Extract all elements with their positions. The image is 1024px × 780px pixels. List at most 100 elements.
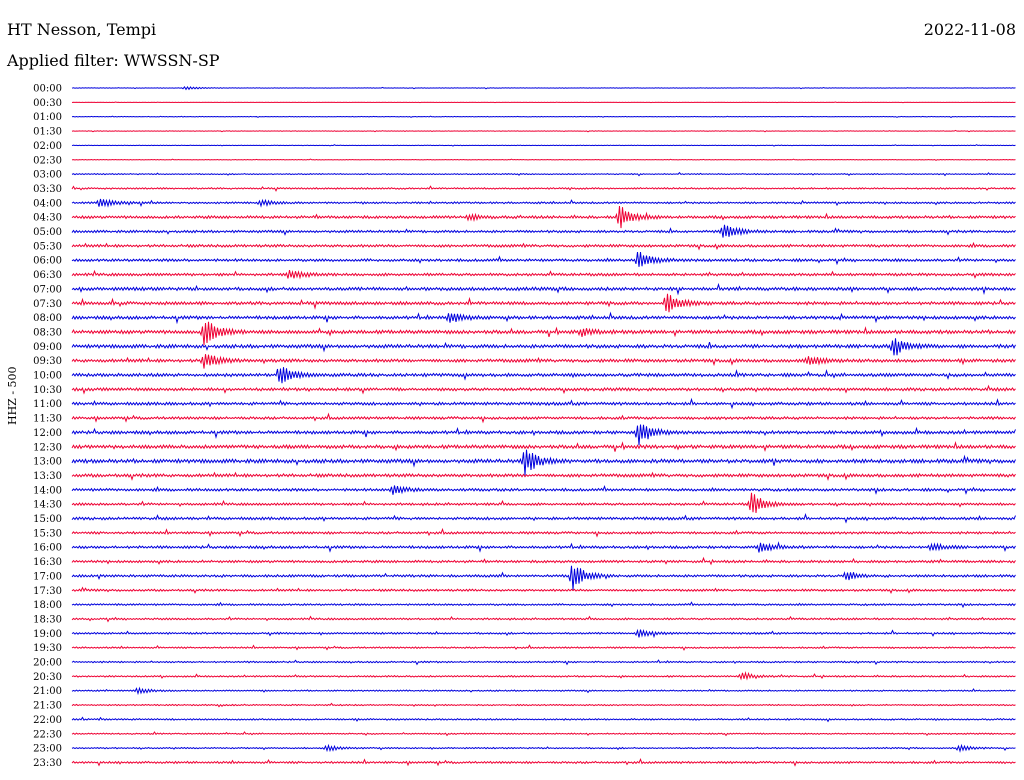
trace-0500 [71, 224, 1016, 238]
trace-1000 [71, 367, 1016, 384]
time-label: 19:30 [33, 643, 62, 654]
trace-1100 [71, 397, 1016, 410]
trace-1330 [71, 471, 1016, 481]
time-label: 21:00 [33, 686, 62, 697]
time-label: 03:00 [33, 170, 62, 181]
trace-2300 [71, 743, 1016, 753]
time-label: 22:00 [33, 715, 62, 726]
time-label: 19:00 [33, 629, 62, 640]
time-label: 01:00 [33, 112, 62, 123]
trace-0100 [71, 115, 1016, 119]
time-label: 00:00 [33, 84, 62, 95]
time-label: 00:30 [33, 98, 62, 109]
time-label: 05:30 [33, 241, 62, 252]
time-label: 06:30 [33, 270, 62, 281]
trace-0700 [71, 282, 1016, 296]
time-label: 02:30 [33, 155, 62, 166]
filter-label: Applied filter: WWSSN-SP [7, 51, 220, 70]
trace-0000 [71, 85, 1016, 91]
trace-2200 [71, 716, 1016, 723]
trace-1430 [71, 492, 1016, 513]
trace-0200 [71, 144, 1016, 147]
trace-1130 [71, 412, 1016, 424]
time-label: 04:30 [33, 213, 62, 224]
trace-0330 [71, 185, 1016, 192]
time-label: 03:30 [33, 184, 62, 195]
time-label: 04:00 [33, 198, 62, 209]
time-label: 20:30 [33, 672, 62, 683]
time-label: 09:30 [33, 356, 62, 367]
time-label: 16:00 [33, 543, 62, 554]
time-label: 12:30 [33, 442, 62, 453]
trace-0900 [71, 338, 1016, 356]
time-label: 09:00 [33, 342, 62, 353]
trace-1930 [71, 644, 1016, 651]
trace-2130 [71, 702, 1016, 708]
time-label: 11:30 [33, 414, 62, 425]
trace-0530 [71, 241, 1016, 251]
trace-0230 [71, 158, 1016, 161]
trace-1030 [71, 384, 1016, 395]
trace-0400 [71, 198, 1016, 208]
time-label: 22:30 [33, 729, 62, 740]
time-label: 07:30 [33, 299, 62, 310]
time-label: 23:30 [33, 758, 62, 769]
trace-1500 [71, 513, 1016, 524]
trace-2230 [71, 731, 1016, 737]
time-label: 16:30 [33, 557, 62, 568]
time-label: 08:00 [33, 313, 62, 324]
time-label: 07:00 [33, 284, 62, 295]
time-label: 17:00 [33, 571, 62, 582]
trace-2030 [71, 671, 1016, 681]
time-label: 13:00 [33, 457, 62, 468]
trace-1800 [71, 601, 1016, 609]
time-label: 05:00 [33, 227, 62, 238]
date-label: 2022-11-08 [923, 20, 1016, 39]
trace-1200 [71, 424, 1016, 446]
station-title: HT Nesson, Tempi [7, 20, 157, 39]
trace-2000 [71, 659, 1016, 666]
trace-0130 [71, 129, 1016, 133]
time-label: 21:30 [33, 701, 62, 712]
trace-1730 [71, 586, 1016, 594]
time-label: 02:00 [33, 141, 62, 152]
trace-2100 [71, 686, 1016, 696]
trace-1400 [71, 485, 1016, 495]
trace-0730 [71, 293, 1016, 313]
time-label: 20:00 [33, 658, 62, 669]
trace-0030 [71, 101, 1016, 104]
trace-0300 [71, 171, 1016, 177]
time-label: 12:00 [33, 428, 62, 439]
time-label: 18:00 [33, 600, 62, 611]
trace-1700 [71, 565, 1016, 590]
time-label: 13:30 [33, 471, 62, 482]
trace-0930 [71, 354, 1016, 369]
trace-1600 [71, 541, 1016, 553]
trace-0800 [71, 311, 1016, 325]
trace-1300 [71, 449, 1016, 476]
time-label: 15:00 [33, 514, 62, 525]
time-label: 18:30 [33, 614, 62, 625]
time-label: 10:30 [33, 385, 62, 396]
trace-0600 [71, 251, 1016, 267]
trace-1530 [71, 527, 1016, 538]
time-label: 06:00 [33, 256, 62, 267]
trace-0630 [71, 269, 1016, 280]
time-label: 01:30 [33, 127, 62, 138]
time-label: 11:00 [33, 399, 62, 410]
trace-0430 [71, 206, 1016, 229]
time-label: 15:30 [33, 528, 62, 539]
time-label: 10:00 [33, 371, 62, 382]
trace-0830 [71, 321, 1016, 346]
trace-1830 [71, 615, 1016, 623]
trace-2330 [71, 757, 1016, 767]
trace-1900 [71, 628, 1016, 639]
trace-1230 [71, 440, 1016, 453]
time-label: 17:30 [33, 586, 62, 597]
time-label: 14:30 [33, 500, 62, 511]
time-label: 23:00 [33, 744, 62, 755]
time-label: 08:30 [33, 327, 62, 338]
time-label: 14:00 [33, 485, 62, 496]
trace-1630 [71, 556, 1016, 566]
